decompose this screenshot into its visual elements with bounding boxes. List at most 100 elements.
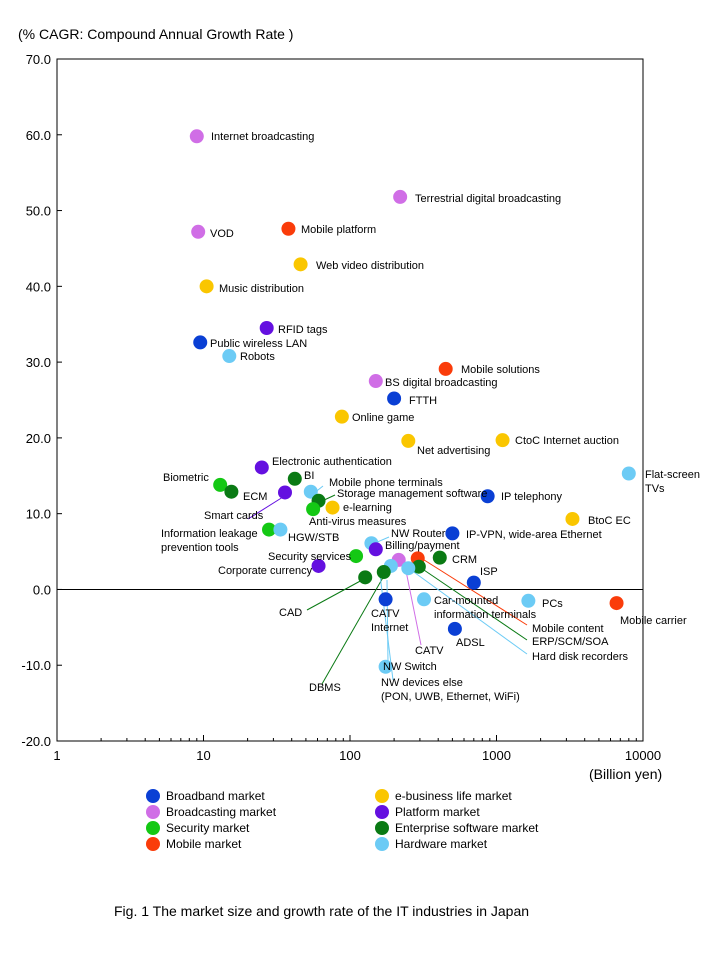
point-music-distribution [199,279,214,294]
label-anti-virus-measures: Anti-virus measures [309,516,407,528]
y-tick-label: 0.0 [33,582,51,597]
label-pcs: PCs [542,598,563,610]
x-tick-label: 1000 [482,748,511,763]
legend-label-broadcasting: Broadcasting market [166,805,277,819]
label-corporate-currency: Corporate currency [218,565,313,577]
leader-dbms [321,573,386,685]
point-billing-payment [368,542,383,557]
y-axis-title: (% CAGR: Compound Annual Growth Rate ) [18,26,293,42]
point-ftth [387,391,402,406]
point-mobile-phone-terminals [303,484,318,499]
y-tick-label: -20.0 [21,734,51,749]
x-axis-title: (Billion yen) [589,766,662,782]
point-hgw-stb [273,522,288,537]
point-nw-devices-else-pon-uwb-ethernet-wifi [378,659,393,674]
label-ctoc-internet-auction: CtoC Internet auction [515,435,619,447]
label-electronic-authentication: Electronic authentication [272,456,392,468]
point-crm [432,550,447,565]
label-mobile-phone-terminals: Mobile phone terminals [329,477,443,489]
point-ip-telephony [480,489,495,504]
label-hgw-stb: HGW/STB [288,532,339,544]
point-e-learning [325,500,340,515]
label-adsl: ADSL [456,637,485,649]
point-public-wireless-lan [193,335,208,350]
label-information-leakage-prevention-tools: Information leakage prevention tools [161,528,258,554]
label-bi: BI [304,470,314,482]
leader-cad [306,578,365,611]
figure-caption: Fig. 1 The market size and growth rate o… [114,903,529,919]
label-flat-screen-tvs: Flat-screen TVs [645,469,700,495]
label-mobile-platform: Mobile platform [301,224,376,236]
label-net-advertising: Net advertising [417,445,490,457]
point-mobile-carrier [609,596,624,611]
label-btoc-ec: BtoC EC [588,515,631,527]
point-vod [191,224,206,239]
legend-label-security: Security market [166,821,250,835]
legend-label-ebusiness: e-business life market [395,789,512,803]
point-online-game [334,409,349,424]
y-tick-label: 10.0 [26,507,51,522]
point-adsl [447,621,462,636]
label-mobile-content: Mobile content [532,623,604,635]
point-net-advertising [401,433,416,448]
label-ip-telephony: IP telephony [501,491,562,503]
point-erp-scm-soa [411,559,426,574]
label-hard-disk-recorders: Hard disk recorders [532,651,628,663]
point-terrestrial-digital-broadcasting [393,189,408,204]
point-btoc-ec [565,511,580,526]
y-tick-label: 20.0 [26,431,51,446]
point-mobile-solutions [438,361,453,376]
x-ticks: 1 10 100 1000 10000 [53,735,661,763]
label-nw-router: NW Router [391,528,446,540]
x-tick-label: 10 [196,748,210,763]
label-online-game: Online game [352,412,414,424]
y-ticks: 70.0 60.0 50.0 40.0 30.0 20.0 10.0 0.0 -10.0 -20.… [21,52,62,749]
y-tick-label: 70.0 [26,52,51,67]
y-tick-label: 60.0 [26,128,51,143]
label-catv-internet: CATV Internet [371,608,408,634]
legend-marker-mobile [146,837,160,851]
legend-label-mobile: Mobile market [166,837,242,851]
point-corporate-currency [311,558,326,573]
label-ftth: FTTH [409,395,437,407]
label-dbms: DBMS [309,682,341,694]
legend-marker-hardware [375,837,389,851]
label-billing-payment: Billing/payment [385,540,460,552]
label-catv: CATV [415,645,444,657]
leader-erp-scm-soa [420,567,528,641]
label-nw-switch: NW Switch [383,661,437,673]
legend-marker-broadband [146,789,160,803]
point-internet-broadcasting [189,129,204,144]
leader-hard-disk-recorders [410,569,528,655]
label-ip-vpn-wide-area-ethernet: IP-VPN, wide-area Ethernet [466,529,602,541]
legend-label-broadband: Broadband market [166,789,265,803]
label-robots: Robots [240,351,275,363]
leader-smart-cards [247,496,284,520]
y-tick-label: -10.0 [21,658,51,673]
label-ecm: ECM [243,491,267,503]
label-storage-management-software: Storage management software [337,488,487,500]
x-tick-label: 10000 [625,748,661,763]
label-web-video-distribution: Web video distribution [316,260,424,272]
label-public-wireless-lan: Public wireless LAN [210,338,307,350]
leader-mobile-content [420,557,528,626]
label-e-learning: e-learning [343,502,392,514]
label-mobile-carrier: Mobile carrier [620,615,687,627]
point-labels: Internet broadcasting Terrestrial digital… [161,131,700,703]
x-tick-label: 100 [339,748,361,763]
label-erp-scm-soa: ERP/SCM/SOA [532,636,609,648]
label-music-distribution: Music distribution [219,283,304,295]
legend-label-platform: Platform market [395,805,480,819]
point-mobile-platform [281,221,296,236]
point-isp [466,575,481,590]
point-electronic-authentication [254,460,269,475]
y-tick-label: 50.0 [26,204,51,219]
point-ip-vpn-wide-area-ethernet [445,526,460,541]
point-smart-cards [277,485,292,500]
y-tick-label: 30.0 [26,355,51,370]
label-bs-digital-broadcasting: BS digital broadcasting [385,377,498,389]
point-ecm [224,484,239,499]
label-isp: ISP [480,566,498,578]
point-bi [287,471,302,486]
